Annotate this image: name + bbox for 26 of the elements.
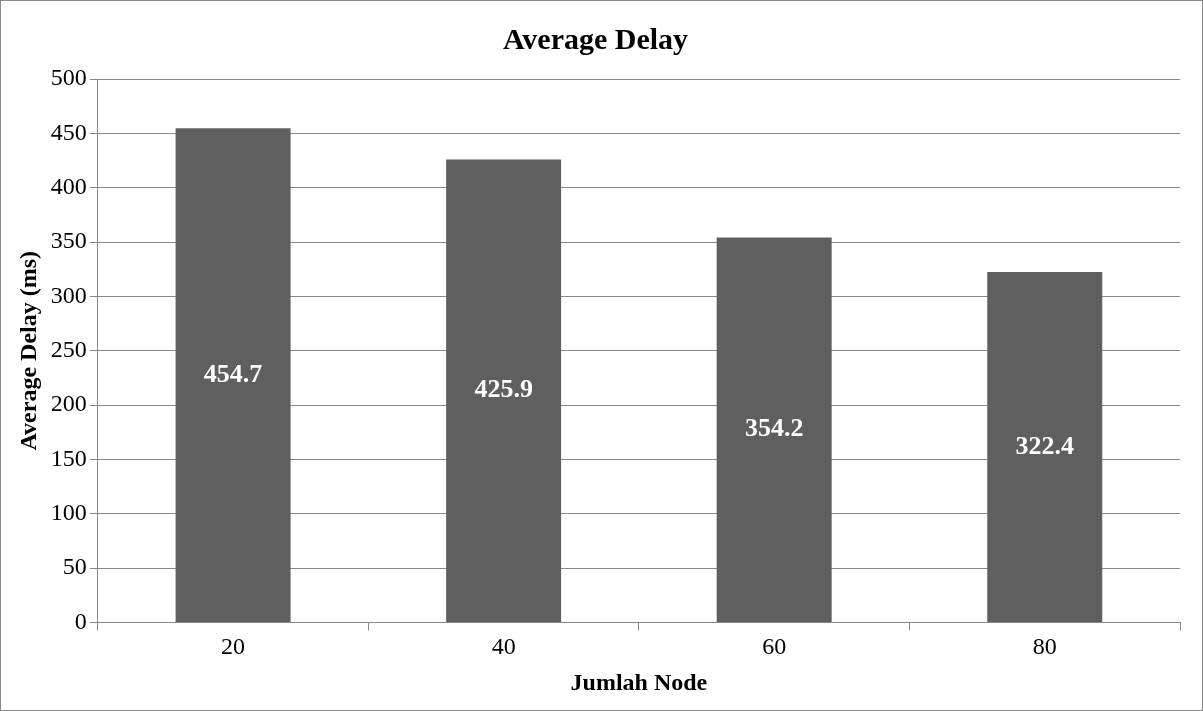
y-tick-label: 150 (50, 444, 87, 471)
y-tick-label: 350 (50, 227, 87, 254)
y-tick-label: 300 (50, 281, 87, 308)
y-tick-label: 400 (50, 172, 87, 199)
bar (987, 272, 1103, 622)
y-tick-label: 250 (50, 336, 87, 362)
bar (716, 237, 832, 622)
x-tick-label: 60 (762, 633, 787, 660)
data-label: 354.2 (744, 413, 804, 443)
y-tick-label: 450 (50, 118, 87, 145)
x-tick-label: 40 (491, 633, 516, 660)
y-tick-label: 0 (74, 607, 87, 634)
y-tick-label: 500 (50, 64, 87, 91)
bar (175, 128, 291, 622)
chart-title: Average Delay (502, 21, 689, 55)
x-tick-label: 20 (221, 633, 246, 660)
data-label: 322.4 (1015, 430, 1074, 460)
y-axis-title: Average Delay (ms) (14, 250, 41, 451)
x-tick-label: 80 (1032, 633, 1057, 660)
bar (446, 159, 562, 622)
y-tick-label: 200 (50, 390, 87, 417)
y-tick-label: 100 (50, 499, 87, 526)
x-axis-title: Jumlah Node (570, 668, 708, 695)
data-label: 454.7 (203, 358, 263, 388)
data-label: 425.9 (474, 374, 533, 404)
y-tick-label: 50 (62, 553, 87, 580)
